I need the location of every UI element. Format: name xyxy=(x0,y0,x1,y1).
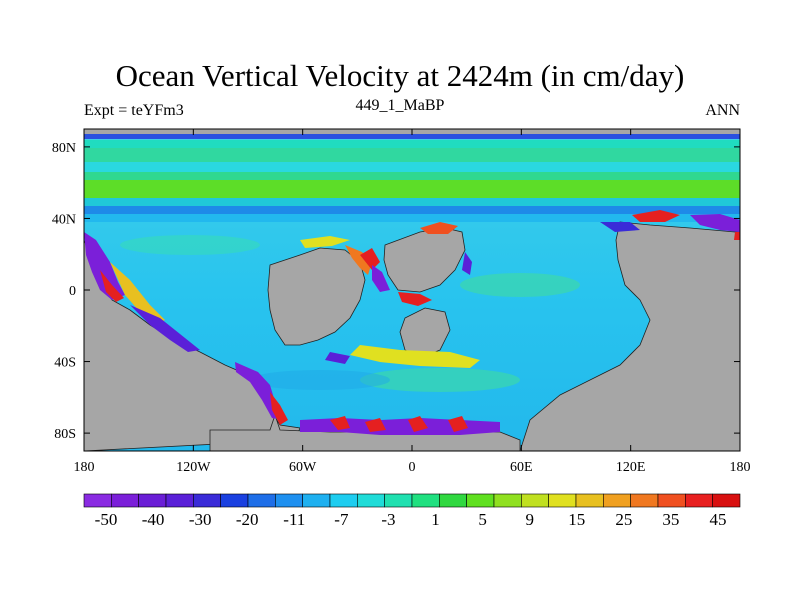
land-island xyxy=(399,307,451,359)
north-band-3 xyxy=(84,172,740,180)
downwelling-band xyxy=(462,252,472,275)
colorbar-swatch xyxy=(302,493,331,508)
colorbar-swatch xyxy=(630,493,659,508)
colorbar-label: 45 xyxy=(710,510,727,529)
upwelling-band xyxy=(420,222,458,234)
colorbar-swatch xyxy=(275,493,303,508)
colorbar-label: -50 xyxy=(95,510,118,529)
upwelling-band xyxy=(398,292,432,306)
time-label: 449_1_MaBP xyxy=(355,97,445,114)
upwelling-band xyxy=(365,418,386,432)
arctic-cyan-band xyxy=(84,140,740,148)
chart-title: Ocean Vertical Velocity at 2424m (in cm/… xyxy=(115,58,685,93)
colorbar: -50 -40 -30 -20 -11 -7 -3 1 5 9 15 25 35 45 xyxy=(83,493,741,529)
colorbar-label: -20 xyxy=(236,510,259,529)
x-tick-label: 120W xyxy=(176,460,211,475)
colorbar-label: 9 xyxy=(525,510,534,529)
plot-area xyxy=(84,129,740,451)
colorbar-label: 15 xyxy=(568,510,585,529)
upwelling-band xyxy=(270,392,288,425)
north-band-4 xyxy=(84,198,740,206)
arctic-band xyxy=(84,134,740,139)
x-tick-label: 60E xyxy=(510,460,533,475)
colorbar-label: 1 xyxy=(431,510,440,529)
colorbar-label: -7 xyxy=(334,510,349,529)
colorbar-swatch xyxy=(712,493,741,508)
colorbar-swatch xyxy=(165,493,194,508)
colorbar-swatch xyxy=(138,493,167,508)
transition-band xyxy=(110,262,165,325)
y-axis: 80N 40N 0 40S 80S xyxy=(52,141,740,442)
colorbar-swatch xyxy=(657,493,686,508)
y-tick-label: 40N xyxy=(52,212,76,227)
y-tick-label: 40S xyxy=(54,356,76,371)
ocean-patch xyxy=(120,235,260,255)
colorbar-swatch xyxy=(466,493,495,508)
ocean-patch xyxy=(460,273,580,297)
colorbar-label: -30 xyxy=(189,510,212,529)
north-green-band xyxy=(84,180,740,198)
downwelling-band xyxy=(130,305,200,352)
x-tick-label: 180 xyxy=(730,460,751,475)
upwelling-band xyxy=(360,248,380,270)
transition-band xyxy=(345,245,372,275)
colorbar-swatch xyxy=(83,493,112,508)
north-blue-band xyxy=(84,206,740,214)
downwelling-band xyxy=(84,232,125,300)
colorbar-swatch xyxy=(411,493,440,508)
colorbar-label: -3 xyxy=(381,510,395,529)
y-tick-label: 0 xyxy=(69,284,76,299)
downwelling-band xyxy=(600,222,640,232)
y-tick-label: 80N xyxy=(52,141,76,156)
x-tick-label: 120E xyxy=(616,460,646,475)
x-tick-label: 60W xyxy=(289,460,317,475)
x-axis: 180 120W 60W 0 60E 120E 180 xyxy=(74,129,751,475)
colorbar-swatch xyxy=(384,493,413,508)
colorbar-swatch xyxy=(193,493,221,508)
x-tick-label: 180 xyxy=(74,460,95,475)
colorbar-swatch xyxy=(357,493,385,508)
colorbar-label: 25 xyxy=(615,510,632,529)
land-central xyxy=(267,247,366,346)
ocean-patch xyxy=(360,368,520,392)
upwelling-band xyxy=(330,416,350,430)
colorbar-label: 35 xyxy=(662,510,679,529)
upwelling-band xyxy=(448,416,468,432)
colorbar-label: -40 xyxy=(142,510,165,529)
colorbar-swatch xyxy=(685,493,713,508)
season-label: ANN xyxy=(705,102,740,119)
x-tick-label: 0 xyxy=(409,460,416,475)
colorbar-swatch xyxy=(329,493,358,508)
north-band-5 xyxy=(84,214,740,222)
colorbar-swatch xyxy=(111,493,139,508)
land-east xyxy=(519,221,740,451)
coastal-velocity xyxy=(84,210,740,435)
downwelling-band xyxy=(372,265,390,292)
upwelling-band xyxy=(632,210,680,222)
colorbar-swatch xyxy=(575,493,604,508)
colorbar-label: 5 xyxy=(478,510,487,529)
colorbar-swatch xyxy=(548,493,577,508)
y-tick-label: 80S xyxy=(54,427,76,442)
colorbar-swatch xyxy=(247,493,276,508)
experiment-label: Expt = teYFm3 xyxy=(84,102,184,119)
downwelling-band xyxy=(325,352,350,364)
transition-band xyxy=(350,345,480,368)
upwelling-band xyxy=(100,270,124,302)
colorbar-swatch xyxy=(493,493,522,508)
colorbar-swatch xyxy=(521,493,549,508)
downwelling-band xyxy=(690,214,740,232)
land-masses xyxy=(84,221,740,451)
colorbar-swatch xyxy=(603,493,631,508)
colorbar-swatch xyxy=(439,493,467,508)
transition-band xyxy=(300,236,350,248)
upwelling-band xyxy=(408,416,428,432)
colorbar-swatch xyxy=(220,493,249,508)
north-band-2 xyxy=(84,162,740,172)
north-band-1 xyxy=(84,148,740,162)
ocean-patch xyxy=(250,370,390,390)
upwelling-band xyxy=(734,232,740,240)
colorbar-label: -11 xyxy=(283,510,305,529)
